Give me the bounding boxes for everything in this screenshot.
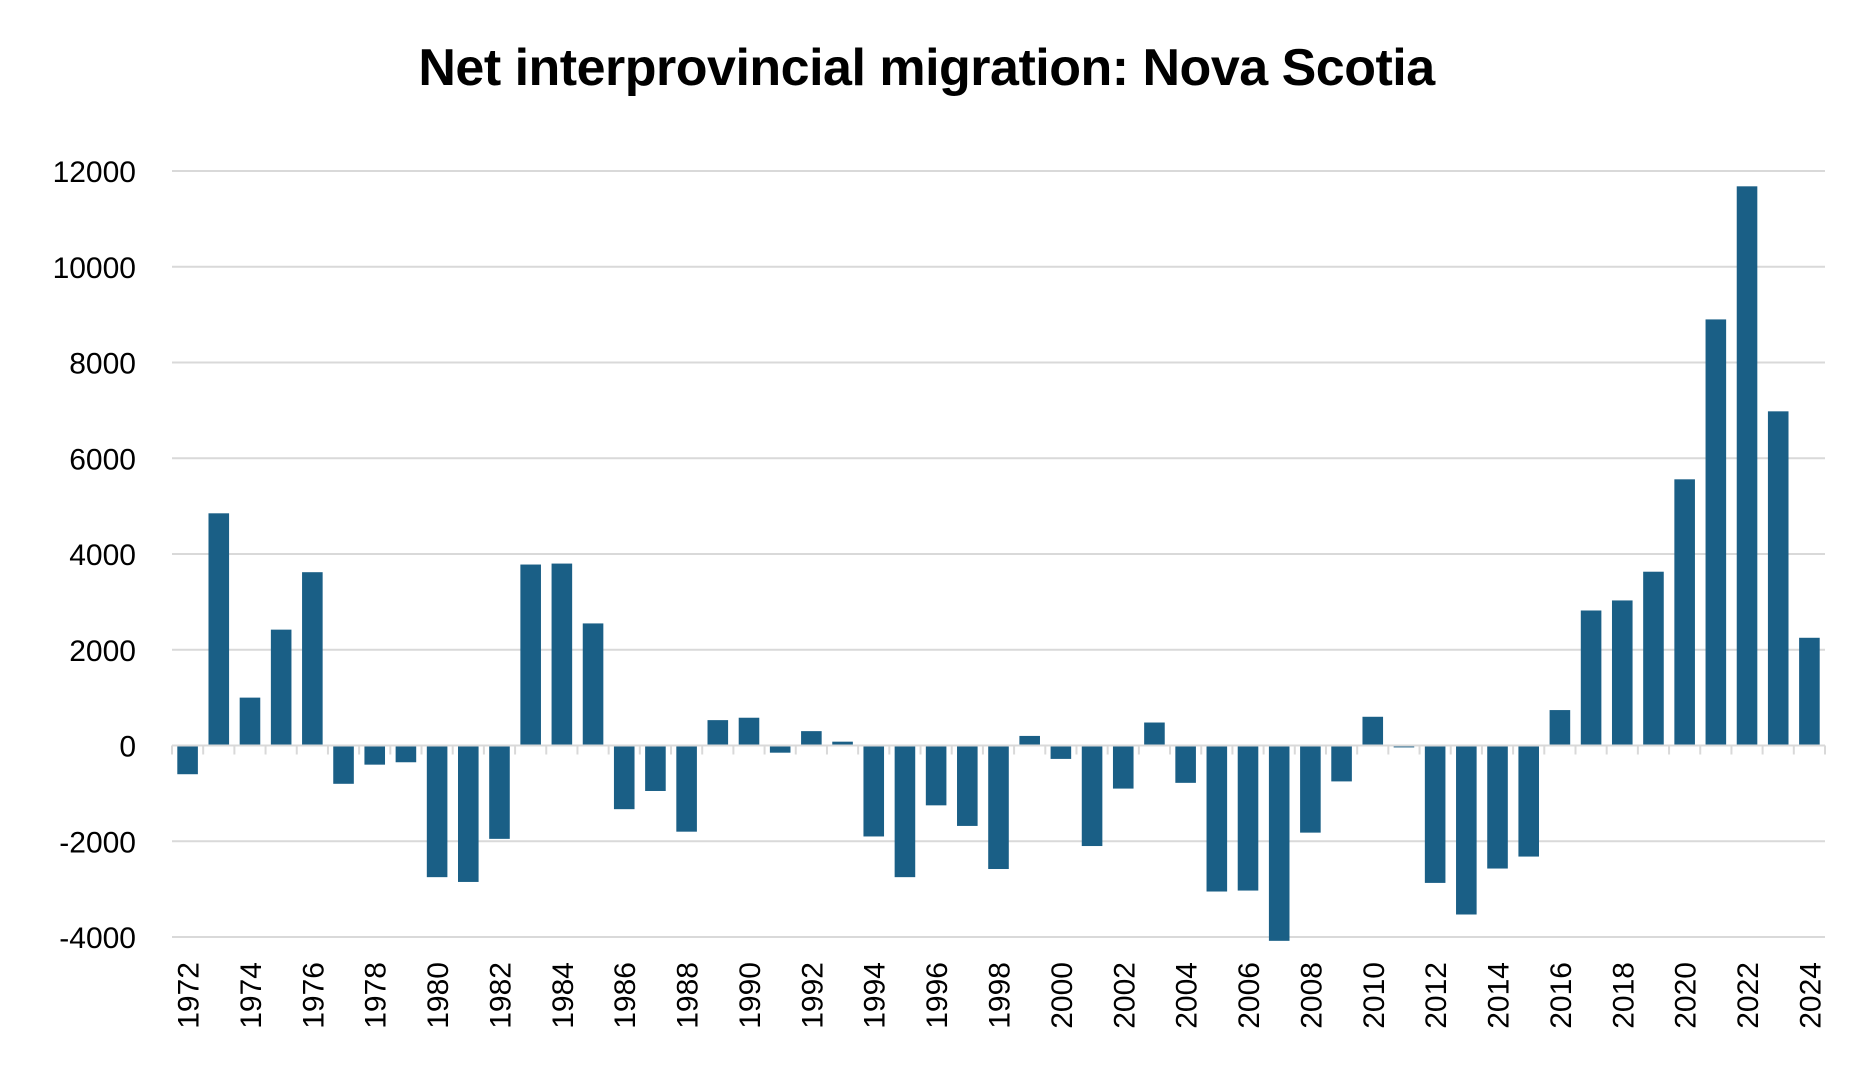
bar-1974 [239, 697, 261, 746]
bar-2007 [1268, 745, 1290, 941]
bar-1972 [177, 745, 198, 775]
x-tick-label: 1998 [984, 962, 1017, 1029]
x-tick-label: 1988 [672, 962, 705, 1029]
bar-2021 [1705, 319, 1727, 746]
x-tick-label: 2018 [1607, 962, 1640, 1029]
bar-2003 [1144, 722, 1165, 746]
bar-2001 [1081, 745, 1103, 847]
bar-2024 [1799, 637, 1820, 746]
x-axis-tick-labels: 1972 1974 1976 1978 1980 1982 1984 1986 1988 1990… [173, 962, 1828, 1029]
bar-2004 [1175, 745, 1196, 783]
bar-2020 [1674, 479, 1695, 746]
bar-2006 [1237, 745, 1259, 891]
bar-1986 [613, 745, 635, 810]
bar-1989 [707, 720, 729, 746]
x-tick-label: 2014 [1483, 962, 1516, 1029]
chart-title: Net interprovincial migration: Nova Scot… [418, 39, 1435, 97]
bar-2000 [1050, 745, 1072, 759]
bar-2022 [1736, 186, 1758, 746]
y-tick-label: 12000 [53, 156, 136, 189]
y-axis-tick-labels: -4000 -2000 0 2000 4000 6000 8000 10000 12000 [53, 156, 136, 955]
y-tick-label: 10000 [53, 252, 136, 285]
bar-1979 [395, 745, 417, 763]
bar-1988 [676, 745, 697, 832]
bar-1990 [738, 717, 760, 746]
bar-2012 [1424, 745, 1446, 883]
y-tick-label: 6000 [69, 443, 136, 476]
bar-2015 [1518, 745, 1539, 857]
bar-2023 [1767, 411, 1789, 746]
y-tick-label: 2000 [69, 635, 136, 668]
x-tick-label: 1990 [734, 962, 767, 1029]
bars [177, 186, 1820, 941]
y-tick-label: 4000 [69, 539, 136, 572]
x-tick-label: 1980 [422, 962, 455, 1029]
bar-1991 [769, 745, 791, 753]
bar-2014 [1487, 745, 1508, 869]
bar-1983 [520, 564, 541, 746]
bar-1976 [302, 572, 323, 746]
x-tick-label: 2016 [1545, 962, 1578, 1029]
bar-1995 [894, 745, 916, 878]
x-tick-label: 1978 [360, 962, 393, 1029]
bar-2002 [1112, 745, 1134, 789]
x-tick-label: 1982 [484, 962, 517, 1029]
x-tick-label: 2000 [1046, 962, 1079, 1029]
x-tick-label: 1994 [859, 962, 892, 1029]
bar-1981 [458, 745, 479, 882]
bar-2010 [1362, 716, 1384, 746]
bar-2019 [1643, 571, 1664, 746]
bar-1973 [208, 513, 230, 746]
bar-1975 [270, 629, 292, 746]
bar-2017 [1580, 610, 1602, 746]
bar-1978 [364, 745, 386, 765]
bar-1994 [863, 745, 885, 837]
x-tick-label: 1972 [173, 962, 206, 1029]
x-axis [171, 744, 1826, 755]
x-tick-label: 1992 [796, 962, 829, 1029]
bar-1984 [551, 563, 573, 746]
y-tick-label: -2000 [59, 826, 136, 859]
x-tick-label: 1974 [235, 962, 268, 1029]
y-tick-label: 8000 [69, 348, 136, 381]
bar-1987 [645, 745, 666, 791]
bar-2005 [1206, 745, 1228, 892]
bar-1997 [957, 745, 978, 826]
bar-2008 [1300, 745, 1321, 833]
x-tick-label: 2022 [1732, 962, 1765, 1029]
bar-1977 [333, 745, 354, 784]
x-tick-label: 1976 [297, 962, 330, 1029]
y-tick-label: 0 [119, 731, 136, 764]
bar-2009 [1331, 745, 1352, 782]
x-tick-label: 1996 [921, 962, 954, 1029]
bar-1985 [582, 623, 604, 746]
x-tick-label: 1986 [609, 962, 642, 1029]
x-tick-label: 2024 [1794, 962, 1827, 1029]
x-tick-label: 2006 [1233, 962, 1266, 1029]
bar-1982 [489, 745, 510, 839]
bar-1992 [801, 731, 822, 746]
bar-1980 [426, 745, 448, 878]
x-tick-label: 1984 [547, 962, 580, 1029]
bar-2013 [1456, 745, 1477, 915]
x-tick-label: 2020 [1670, 962, 1703, 1029]
bar-1999 [1019, 735, 1040, 746]
bar-2016 [1549, 710, 1571, 746]
bar-1998 [988, 745, 1009, 870]
x-tick-label: 2010 [1358, 962, 1391, 1029]
x-tick-label: 2002 [1108, 962, 1141, 1029]
bar-1993 [832, 741, 853, 746]
x-tick-label: 2012 [1420, 962, 1453, 1029]
x-tick-label: 2004 [1171, 962, 1204, 1029]
bar-1996 [925, 745, 947, 806]
bar-2018 [1611, 600, 1633, 746]
x-tick-label: 2008 [1295, 962, 1328, 1029]
y-tick-label: -4000 [59, 922, 136, 955]
